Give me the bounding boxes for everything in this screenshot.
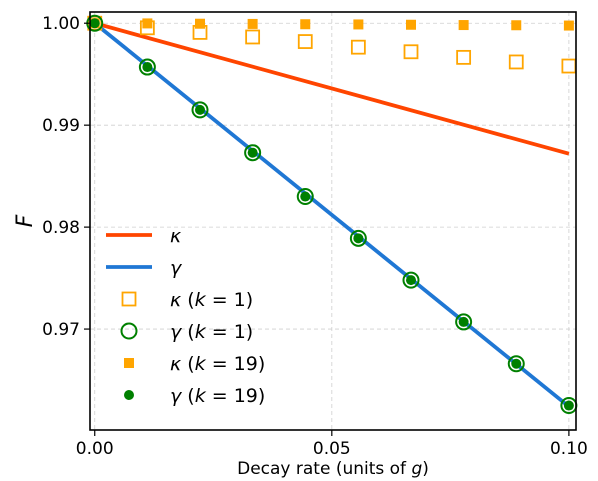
data-point-filled-circle	[563, 400, 574, 411]
y-tick-label: 0.98	[42, 218, 80, 238]
data-point-filled-circle	[300, 191, 311, 202]
series-line-0	[94, 21, 570, 156]
data-point-filled-square	[405, 19, 416, 30]
data-point-filled-circle	[405, 275, 416, 286]
grid-lines	[90, 12, 576, 430]
data-point-filled-square	[353, 19, 364, 30]
y-tick-label: 1.00	[42, 14, 80, 34]
data-point-filled-square	[142, 18, 153, 29]
data-point-open-square	[350, 39, 366, 55]
y-tick-label: 0.97	[42, 320, 80, 340]
legend-swatch-marker	[124, 390, 134, 400]
data-point-open-circle	[507, 355, 525, 373]
x-axis-ticks: 0.00 0.05 0.10	[76, 430, 588, 459]
legend-label: κ (k = 19)	[170, 353, 265, 375]
legend-label: γ (k = 1)	[170, 321, 253, 343]
legend-label: γ (k = 19)	[170, 385, 265, 407]
data-point-open-square	[456, 49, 472, 65]
data-point-open-circle	[244, 144, 262, 162]
legend-label: κ (k = 1)	[170, 289, 253, 311]
data-point-filled-circle	[142, 62, 153, 73]
y-axis-ticks: 0.97 0.98 0.99 1.00	[42, 14, 90, 340]
y-tick-label: 0.99	[42, 116, 80, 136]
legend-label: γ	[170, 257, 183, 279]
data-point-open-circle	[402, 271, 420, 289]
data-point-filled-square	[511, 20, 522, 31]
legend-swatch-marker	[124, 358, 134, 368]
data-point-open-circle	[296, 188, 314, 206]
data-point-filled-square	[563, 20, 574, 31]
x-axis-label: Decay rate (units of g)	[237, 459, 429, 479]
data-point-open-square	[508, 54, 524, 70]
data-point-open-circle	[455, 313, 473, 331]
x-tick-label: 0.10	[550, 439, 588, 459]
series-line-1	[93, 21, 571, 409]
legend: κγ κ (k = 1) γ (k = 1) κ (k = 19) γ (k = 19)	[106, 225, 265, 407]
data-point-open-square	[561, 58, 577, 74]
data-point-filled-square	[300, 19, 311, 30]
data-point-filled-circle	[247, 147, 258, 158]
x-tick-label: 0.05	[313, 439, 351, 459]
legend-swatch-marker	[121, 291, 137, 307]
data-point-filled-circle	[511, 358, 522, 369]
data-point-filled-circle	[195, 104, 206, 115]
data-point-filled-square	[247, 18, 258, 29]
data-point-filled-square	[195, 18, 206, 29]
legend-swatch-marker	[120, 322, 138, 340]
data-point-open-circle	[191, 101, 209, 119]
data-point-filled-circle	[89, 18, 100, 29]
data-point-filled-circle	[458, 316, 469, 327]
series-markers	[86, 14, 578, 415]
legend-label: κ	[170, 225, 182, 247]
data-point-open-square	[403, 44, 419, 60]
series-lines	[93, 21, 571, 409]
data-point-filled-square	[458, 20, 469, 31]
plot-frame	[89, 11, 577, 431]
data-point-open-circle	[138, 58, 156, 76]
data-point-open-square	[297, 34, 313, 49]
data-point-filled-circle	[353, 233, 364, 244]
x-tick-label: 0.00	[76, 439, 114, 459]
y-axis-label: F	[13, 214, 38, 227]
data-point-open-square	[245, 29, 261, 45]
data-point-open-circle	[349, 229, 367, 247]
